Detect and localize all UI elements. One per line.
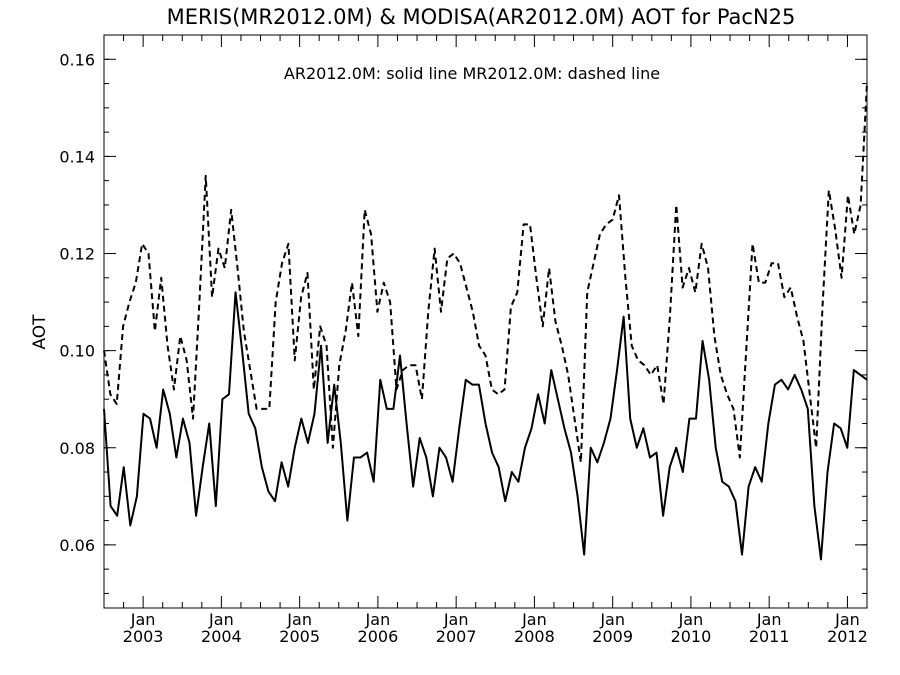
- x-tick-year-label: 2009: [592, 627, 633, 646]
- y-axis-label: AOT: [30, 314, 50, 350]
- x-tick-month-label: Jan: [443, 610, 469, 629]
- chart-title: MERIS(MR2012.0M) & MODISA(AR2012.0M) AOT…: [167, 5, 796, 29]
- y-tick-label: 0.06: [59, 536, 95, 555]
- series-line-dashed: [103, 83, 868, 464]
- x-tick-year-label: 2006: [358, 627, 399, 646]
- x-tick-year-label: 2008: [514, 627, 555, 646]
- y-tick-label: 0.14: [59, 147, 95, 166]
- x-tick-month-label: Jan: [286, 610, 312, 629]
- x-tick-month-label: Jan: [678, 610, 704, 629]
- x-tick-year-label: 2007: [436, 627, 477, 646]
- x-tick-year-label: 2010: [671, 627, 712, 646]
- x-tick-year-label: 2012: [827, 627, 868, 646]
- x-tick-month-label: Jan: [834, 610, 860, 629]
- y-tick-label: 0.12: [59, 245, 95, 264]
- y-tick-label: 0.16: [59, 50, 95, 69]
- series-line-solid: [103, 291, 868, 561]
- axes: 0.060.080.100.120.140.16Jan2003Jan2004Ja…: [59, 34, 868, 646]
- x-tick-month-label: Jan: [521, 610, 547, 629]
- x-tick-month-label: Jan: [756, 610, 782, 629]
- series-layer: [103, 83, 868, 561]
- x-tick-year-label: 2005: [279, 627, 320, 646]
- y-tick-label: 0.08: [59, 439, 95, 458]
- x-tick-month-label: Jan: [208, 610, 234, 629]
- x-tick-year-label: 2011: [749, 627, 790, 646]
- x-tick-month-label: Jan: [130, 610, 156, 629]
- y-tick-label: 0.10: [59, 342, 95, 361]
- plot-frame: [103, 34, 868, 609]
- x-tick-year-label: 2003: [123, 627, 164, 646]
- x-tick-month-label: Jan: [365, 610, 391, 629]
- x-tick-month-label: Jan: [599, 610, 625, 629]
- legend-annotation: AR2012.0M: solid line MR2012.0M: dashed …: [284, 64, 660, 83]
- x-tick-year-label: 2004: [201, 627, 242, 646]
